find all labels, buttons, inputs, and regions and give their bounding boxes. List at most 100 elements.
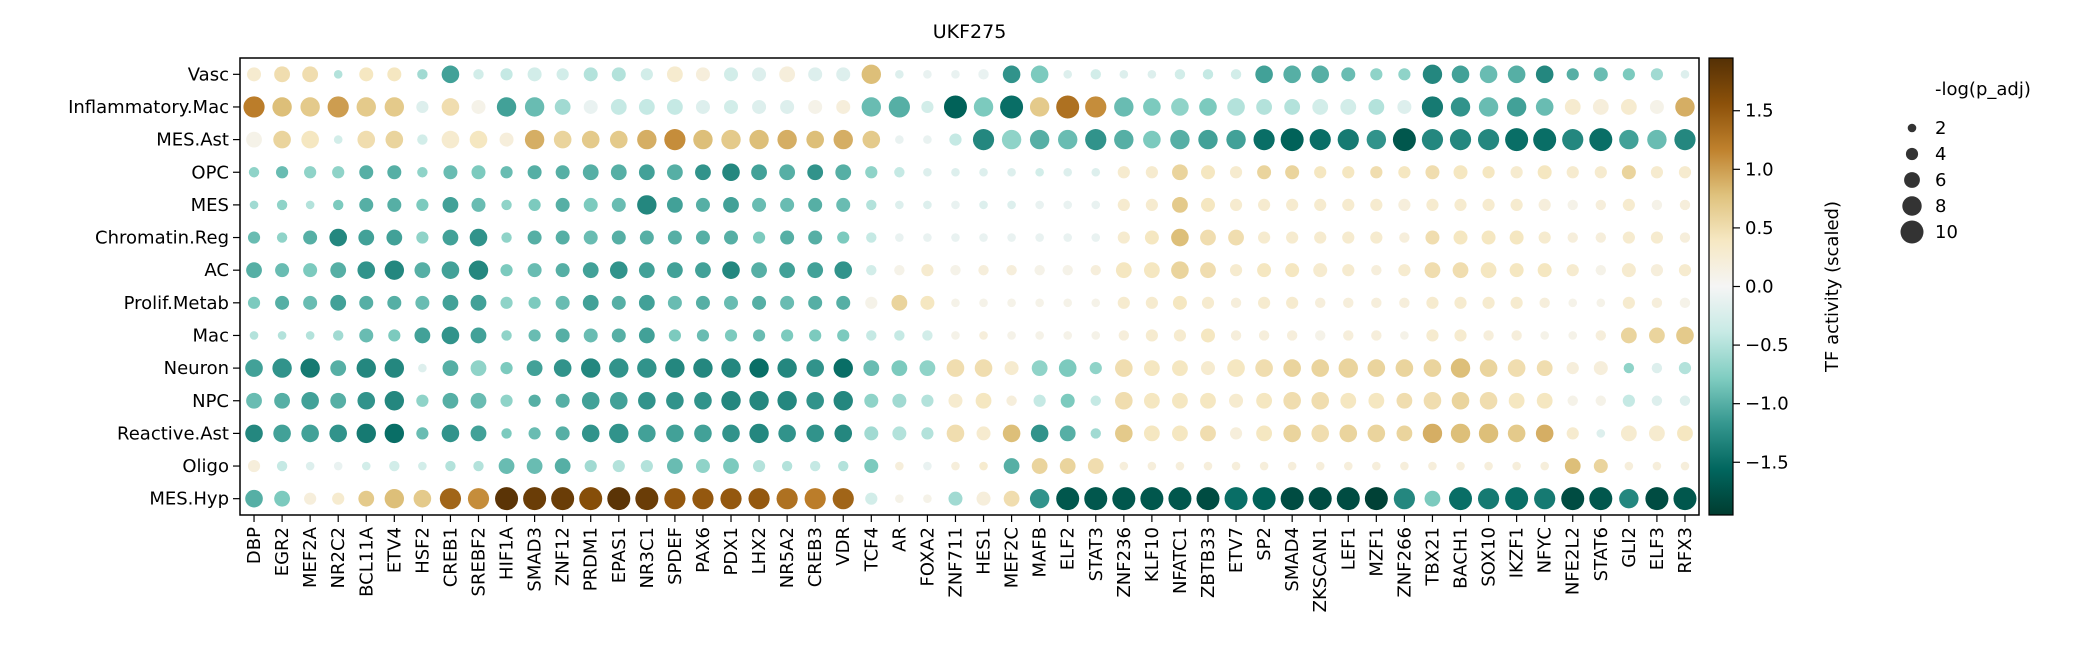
dot-Mac-HIF1A xyxy=(501,330,512,341)
dot-MES.Ast-HSF2 xyxy=(417,134,428,145)
dot-MES.Hyp-IKZF1 xyxy=(1505,487,1529,511)
dot-Inflammatory.Mac-ETV7 xyxy=(1227,98,1245,116)
dot-AC-LEF1 xyxy=(1342,264,1355,277)
dot-MES.Hyp-VDR xyxy=(832,488,854,510)
dot-Reactive.Ast-ETV4 xyxy=(384,423,405,444)
dot-Inflammatory.Mac-ZKSCAN1 xyxy=(1312,99,1329,115)
dot-Mac-NFYC xyxy=(1540,331,1549,340)
dot-Oligo-ETV7 xyxy=(1231,461,1241,471)
dot-Neuron-GLI2 xyxy=(1623,362,1635,374)
dot-MES.Hyp-PDX1 xyxy=(720,488,742,510)
dot-Inflammatory.Mac-VDR xyxy=(836,99,851,114)
colorbar-ticks: 1.5 1.0 0.5 0.0 −0.5 −1.0 −1.5 xyxy=(1733,101,1789,473)
dot-Reactive.Ast-PRDM1 xyxy=(581,424,600,443)
dot-MES.Ast-KLF10 xyxy=(1143,130,1161,149)
dot-Oligo-STAT3 xyxy=(1087,458,1104,474)
dot-OPC-NR3C1 xyxy=(638,164,655,181)
dot-Inflammatory.Mac-STAT6 xyxy=(1592,99,1609,115)
dot-Mac-VDR xyxy=(837,329,850,342)
dot-Prolif.Metab-NFE2L2 xyxy=(1568,298,1578,308)
dot-MES-BCL11A xyxy=(359,197,374,212)
dot-Chromatin.Reg-NR3C1 xyxy=(639,230,654,245)
column-label: ETV7 xyxy=(1226,527,1247,573)
dot-MES-ELF2 xyxy=(1063,200,1072,210)
dot-Chromatin.Reg-SMAD3 xyxy=(527,230,542,245)
dot-Chromatin.Reg-PDX1 xyxy=(724,230,739,245)
dot-MES-DBP xyxy=(249,200,259,210)
dot-Vasc-LHX2 xyxy=(752,67,767,82)
dot-AC-VDR xyxy=(834,261,853,279)
dot-Reactive.Ast-NFYC xyxy=(1535,424,1554,443)
dot-OPC-NFYC xyxy=(1537,165,1552,180)
dot-AC-SOX10 xyxy=(1480,262,1497,279)
dot-NPC-NR2C2 xyxy=(330,392,347,409)
dot-OPC-ZNF12 xyxy=(555,165,570,180)
dot-OPC-VDR xyxy=(835,164,852,181)
dot-NPC-NFATC1 xyxy=(1172,392,1188,409)
dot-Oligo-LEF1 xyxy=(1343,461,1353,471)
dot-Mac-FOXA2 xyxy=(922,330,933,341)
dot-Oligo-STAT6 xyxy=(1593,459,1608,474)
dot-NPC-NR3C1 xyxy=(638,391,656,410)
dot-MES.Ast-ZBTB33 xyxy=(1198,129,1218,150)
colorbar-gradient xyxy=(1708,57,1734,516)
column-label: VDR xyxy=(833,527,854,566)
dot-Mac-MAFB xyxy=(1035,331,1044,340)
dot-MES-STAT3 xyxy=(1091,200,1101,210)
column-label: HIF1A xyxy=(497,526,518,580)
dot-Chromatin.Reg-NR5A2 xyxy=(780,230,795,245)
dot-Neuron-SMAD4 xyxy=(1283,359,1301,377)
dot-OPC-NFE2L2 xyxy=(1566,166,1579,179)
row-label: Inflammatory.Mac xyxy=(68,97,229,118)
dot-MES.Hyp-GLI2 xyxy=(1619,488,1639,509)
dot-OPC-SMAD3 xyxy=(527,165,542,180)
column-label: PRDM1 xyxy=(581,527,602,591)
dot-Inflammatory.Mac-ZNF12 xyxy=(554,99,571,115)
dot-Inflammatory.Mac-MEF2C xyxy=(1000,95,1024,119)
dot-Reactive.Ast-ELF3 xyxy=(1649,425,1665,442)
dot-MES.Ast-IKZF1 xyxy=(1505,128,1529,152)
dot-MES.Hyp-STAT6 xyxy=(1589,487,1613,511)
dot-Reactive.Ast-CREB3 xyxy=(806,424,824,443)
dot-MES-SOX10 xyxy=(1482,198,1495,211)
dot-Neuron-HES1 xyxy=(974,359,993,377)
dot-Oligo-NR3C1 xyxy=(640,459,653,473)
dot-MES.Hyp-TCF4 xyxy=(865,492,878,505)
dot-AC-ZNF12 xyxy=(555,263,570,278)
dot-Vasc-ZBTB33 xyxy=(1202,69,1214,80)
dot-Vasc-KLF10 xyxy=(1147,70,1157,79)
dot-AC-ZNF266 xyxy=(1398,264,1411,277)
dot-MES.Hyp-PRDM1 xyxy=(579,487,603,511)
dot-NPC-EPAS1 xyxy=(609,391,628,410)
dot-Prolif.Metab-IKZF1 xyxy=(1510,296,1523,309)
dot-Oligo-IKZF1 xyxy=(1512,461,1521,471)
dot-Chromatin.Reg-SOX10 xyxy=(1481,230,1496,245)
dot-Vasc-BACH1 xyxy=(1451,65,1470,84)
dot-Vasc-EPAS1 xyxy=(611,67,626,82)
dot-Prolif.Metab-PDX1 xyxy=(724,295,739,310)
dot-Mac-NFE2L2 xyxy=(1568,331,1578,340)
dot-Chromatin.Reg-STAT6 xyxy=(1595,232,1607,243)
dot-MES.Ast-PAX6 xyxy=(693,129,713,150)
dot-MES.Ast-CREB3 xyxy=(806,130,824,149)
dot-Reactive.Ast-SMAD3 xyxy=(528,427,541,440)
column-label: SMAD4 xyxy=(1282,527,1303,592)
dot-MES-LEF1 xyxy=(1342,198,1355,211)
dot-Inflammatory.Mac-SOX10 xyxy=(1478,97,1499,117)
dot-Vasc-SREBF2 xyxy=(473,69,484,80)
size-legend-items: 2 4 6 8 10 xyxy=(1900,118,1958,244)
dot-MES-AR xyxy=(895,200,904,210)
dot-Chromatin.Reg-HIF1A xyxy=(501,232,512,243)
dot-MES.Ast-MAFB xyxy=(1029,129,1050,150)
dot-Vasc-HES1 xyxy=(978,69,989,80)
dot-MES-ZNF266 xyxy=(1398,198,1411,211)
dot-Prolif.Metab-LEF1 xyxy=(1343,297,1354,309)
dot-MES-FOXA2 xyxy=(923,200,932,210)
dot-Reactive.Ast-MEF2A xyxy=(301,424,319,443)
row-label: Prolif.Metab xyxy=(124,293,229,314)
dot-Prolif.Metab-ZNF236 xyxy=(1117,296,1130,309)
dot-MES-LHX2 xyxy=(752,197,767,212)
dot-Vasc-PRDM1 xyxy=(583,67,598,82)
row-label: Neuron xyxy=(164,358,229,379)
dot-Neuron-ZNF12 xyxy=(553,359,572,377)
